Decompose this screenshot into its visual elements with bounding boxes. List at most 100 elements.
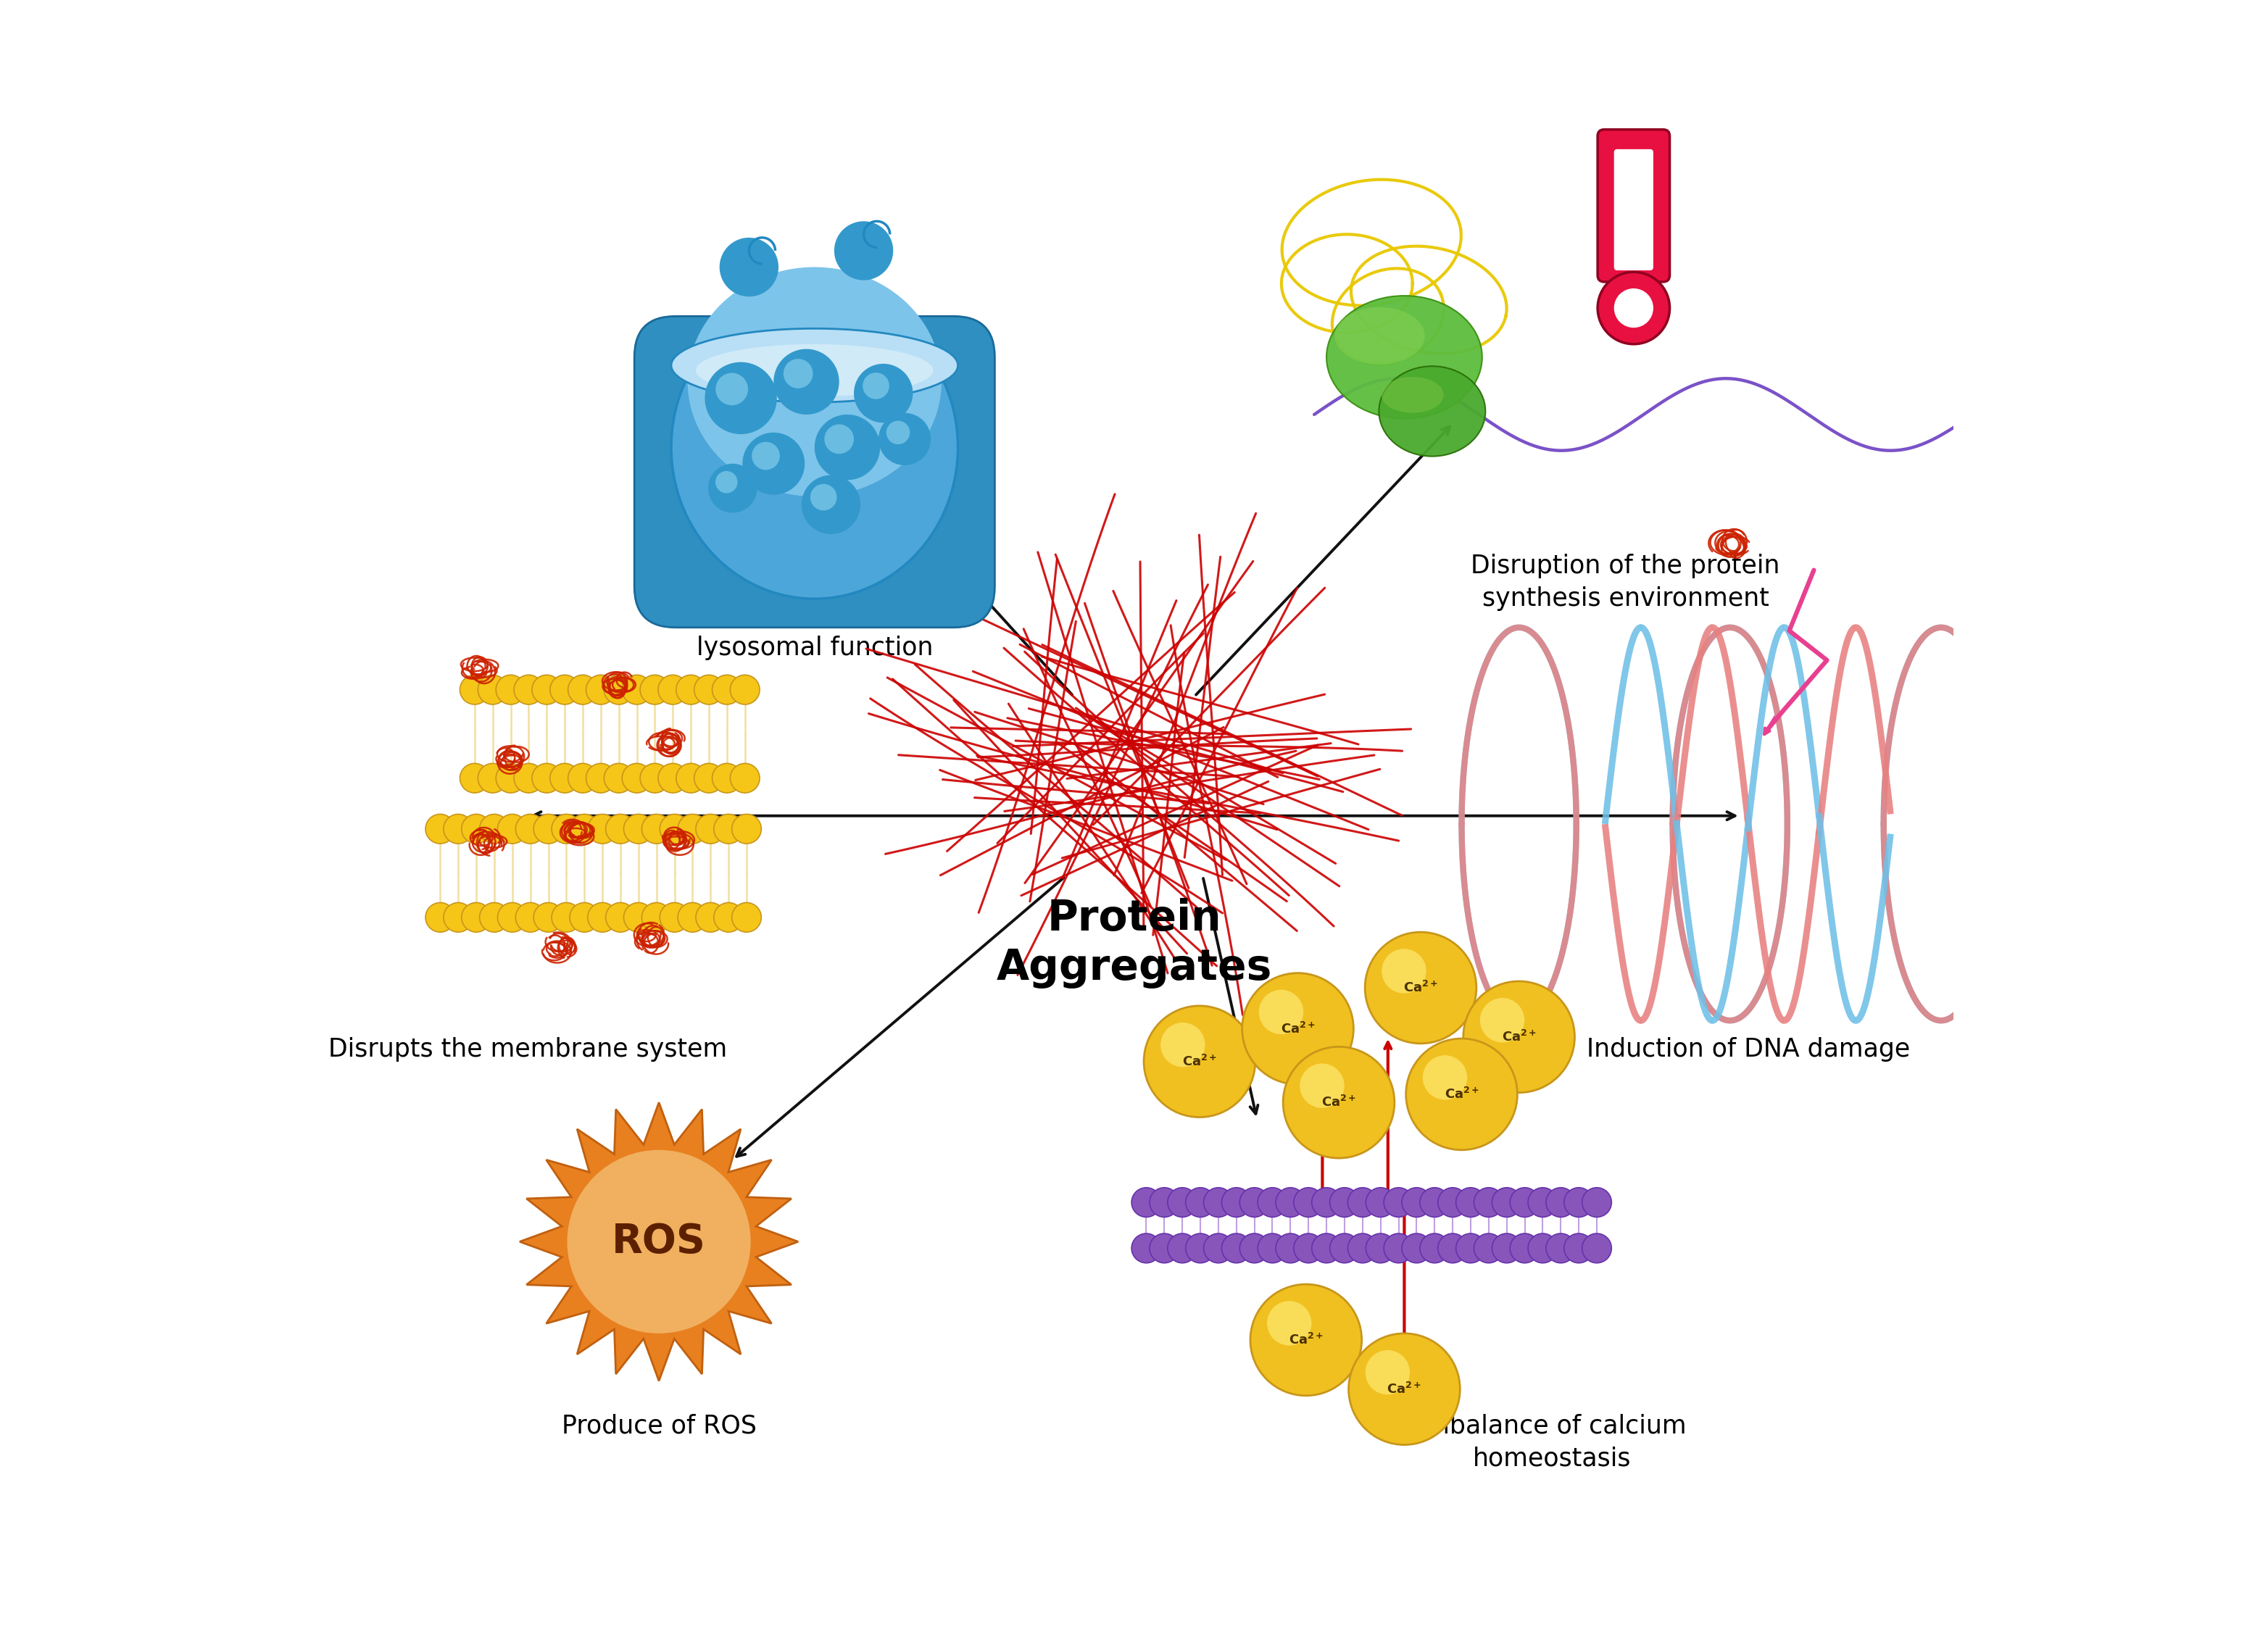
Circle shape xyxy=(1275,1233,1304,1262)
Circle shape xyxy=(1529,1233,1558,1262)
Circle shape xyxy=(1259,1188,1288,1218)
Circle shape xyxy=(479,903,508,933)
Circle shape xyxy=(1365,1350,1411,1394)
Circle shape xyxy=(1311,1188,1340,1218)
Circle shape xyxy=(585,676,615,704)
Circle shape xyxy=(1463,981,1574,1093)
Circle shape xyxy=(1365,933,1476,1043)
Circle shape xyxy=(1347,1188,1377,1218)
Circle shape xyxy=(1168,1233,1198,1262)
Ellipse shape xyxy=(687,267,941,496)
Circle shape xyxy=(1161,1022,1204,1066)
Circle shape xyxy=(853,364,912,422)
Circle shape xyxy=(1311,1233,1340,1262)
Circle shape xyxy=(717,372,748,405)
Circle shape xyxy=(479,814,508,844)
Circle shape xyxy=(1150,1188,1179,1218)
Circle shape xyxy=(585,763,615,793)
Circle shape xyxy=(1132,1233,1161,1262)
Circle shape xyxy=(714,903,744,933)
Circle shape xyxy=(660,903,689,933)
Circle shape xyxy=(1243,972,1354,1084)
Circle shape xyxy=(1293,1188,1322,1218)
Circle shape xyxy=(733,814,762,844)
Circle shape xyxy=(712,676,742,704)
Circle shape xyxy=(1565,1188,1594,1218)
Circle shape xyxy=(1547,1188,1576,1218)
Circle shape xyxy=(658,676,687,704)
Ellipse shape xyxy=(1379,366,1486,456)
Circle shape xyxy=(1275,1188,1304,1218)
Circle shape xyxy=(730,676,760,704)
Circle shape xyxy=(1456,1188,1486,1218)
Circle shape xyxy=(658,763,687,793)
Circle shape xyxy=(1383,1188,1413,1218)
Text: Protein
Aggregates: Protein Aggregates xyxy=(996,898,1272,989)
Circle shape xyxy=(1420,1233,1449,1262)
Text: $\mathregular{Ca^{2+}}$: $\mathregular{Ca^{2+}}$ xyxy=(1388,1381,1422,1396)
Circle shape xyxy=(1241,1188,1270,1218)
Circle shape xyxy=(1132,1188,1161,1218)
Circle shape xyxy=(801,475,860,534)
Circle shape xyxy=(733,903,762,933)
Circle shape xyxy=(676,676,705,704)
Circle shape xyxy=(1241,1233,1270,1262)
Ellipse shape xyxy=(1381,377,1445,414)
Circle shape xyxy=(460,763,490,793)
Circle shape xyxy=(569,903,599,933)
Circle shape xyxy=(1259,1233,1288,1262)
Polygon shape xyxy=(519,1103,798,1381)
Circle shape xyxy=(1168,1188,1198,1218)
Circle shape xyxy=(460,814,490,844)
Circle shape xyxy=(479,763,508,793)
Circle shape xyxy=(497,763,526,793)
Text: $\mathregular{Ca^{2+}}$: $\mathregular{Ca^{2+}}$ xyxy=(1445,1088,1479,1101)
Circle shape xyxy=(426,814,456,844)
Circle shape xyxy=(640,763,669,793)
Circle shape xyxy=(773,349,839,415)
Circle shape xyxy=(1150,1233,1179,1262)
Circle shape xyxy=(1365,1188,1395,1218)
Text: $\mathregular{Ca^{2+}}$: $\mathregular{Ca^{2+}}$ xyxy=(1501,1030,1535,1045)
Circle shape xyxy=(742,432,805,494)
Circle shape xyxy=(714,814,744,844)
Circle shape xyxy=(694,676,723,704)
Circle shape xyxy=(1381,949,1427,994)
Circle shape xyxy=(587,814,617,844)
Circle shape xyxy=(1420,1188,1449,1218)
Circle shape xyxy=(887,420,909,445)
Circle shape xyxy=(1365,1233,1395,1262)
Circle shape xyxy=(549,676,578,704)
Circle shape xyxy=(714,471,737,493)
Circle shape xyxy=(1510,1188,1540,1218)
Circle shape xyxy=(1597,272,1669,344)
Circle shape xyxy=(810,485,837,511)
Circle shape xyxy=(823,424,853,453)
Circle shape xyxy=(587,903,617,933)
Ellipse shape xyxy=(671,328,957,402)
Circle shape xyxy=(1474,1233,1504,1262)
Ellipse shape xyxy=(1327,295,1481,419)
Circle shape xyxy=(1259,990,1304,1035)
Text: $\mathregular{Ca^{2+}}$: $\mathregular{Ca^{2+}}$ xyxy=(1281,1022,1315,1037)
Ellipse shape xyxy=(696,344,934,397)
Circle shape xyxy=(730,763,760,793)
Text: Induction of DNA damage: Induction of DNA damage xyxy=(1588,1037,1910,1061)
Circle shape xyxy=(606,814,635,844)
Circle shape xyxy=(1204,1188,1234,1218)
Circle shape xyxy=(515,814,544,844)
Circle shape xyxy=(1615,288,1653,328)
Circle shape xyxy=(479,676,508,704)
Circle shape xyxy=(533,903,562,933)
Circle shape xyxy=(621,763,651,793)
Ellipse shape xyxy=(1334,307,1424,364)
Circle shape xyxy=(497,814,526,844)
Circle shape xyxy=(603,676,633,704)
Circle shape xyxy=(515,903,544,933)
Circle shape xyxy=(497,903,526,933)
Text: $\mathregular{Ca^{2+}}$: $\mathregular{Ca^{2+}}$ xyxy=(1322,1096,1356,1109)
Circle shape xyxy=(533,763,562,793)
Circle shape xyxy=(1347,1233,1377,1262)
Circle shape xyxy=(1529,1188,1558,1218)
Circle shape xyxy=(1186,1233,1216,1262)
